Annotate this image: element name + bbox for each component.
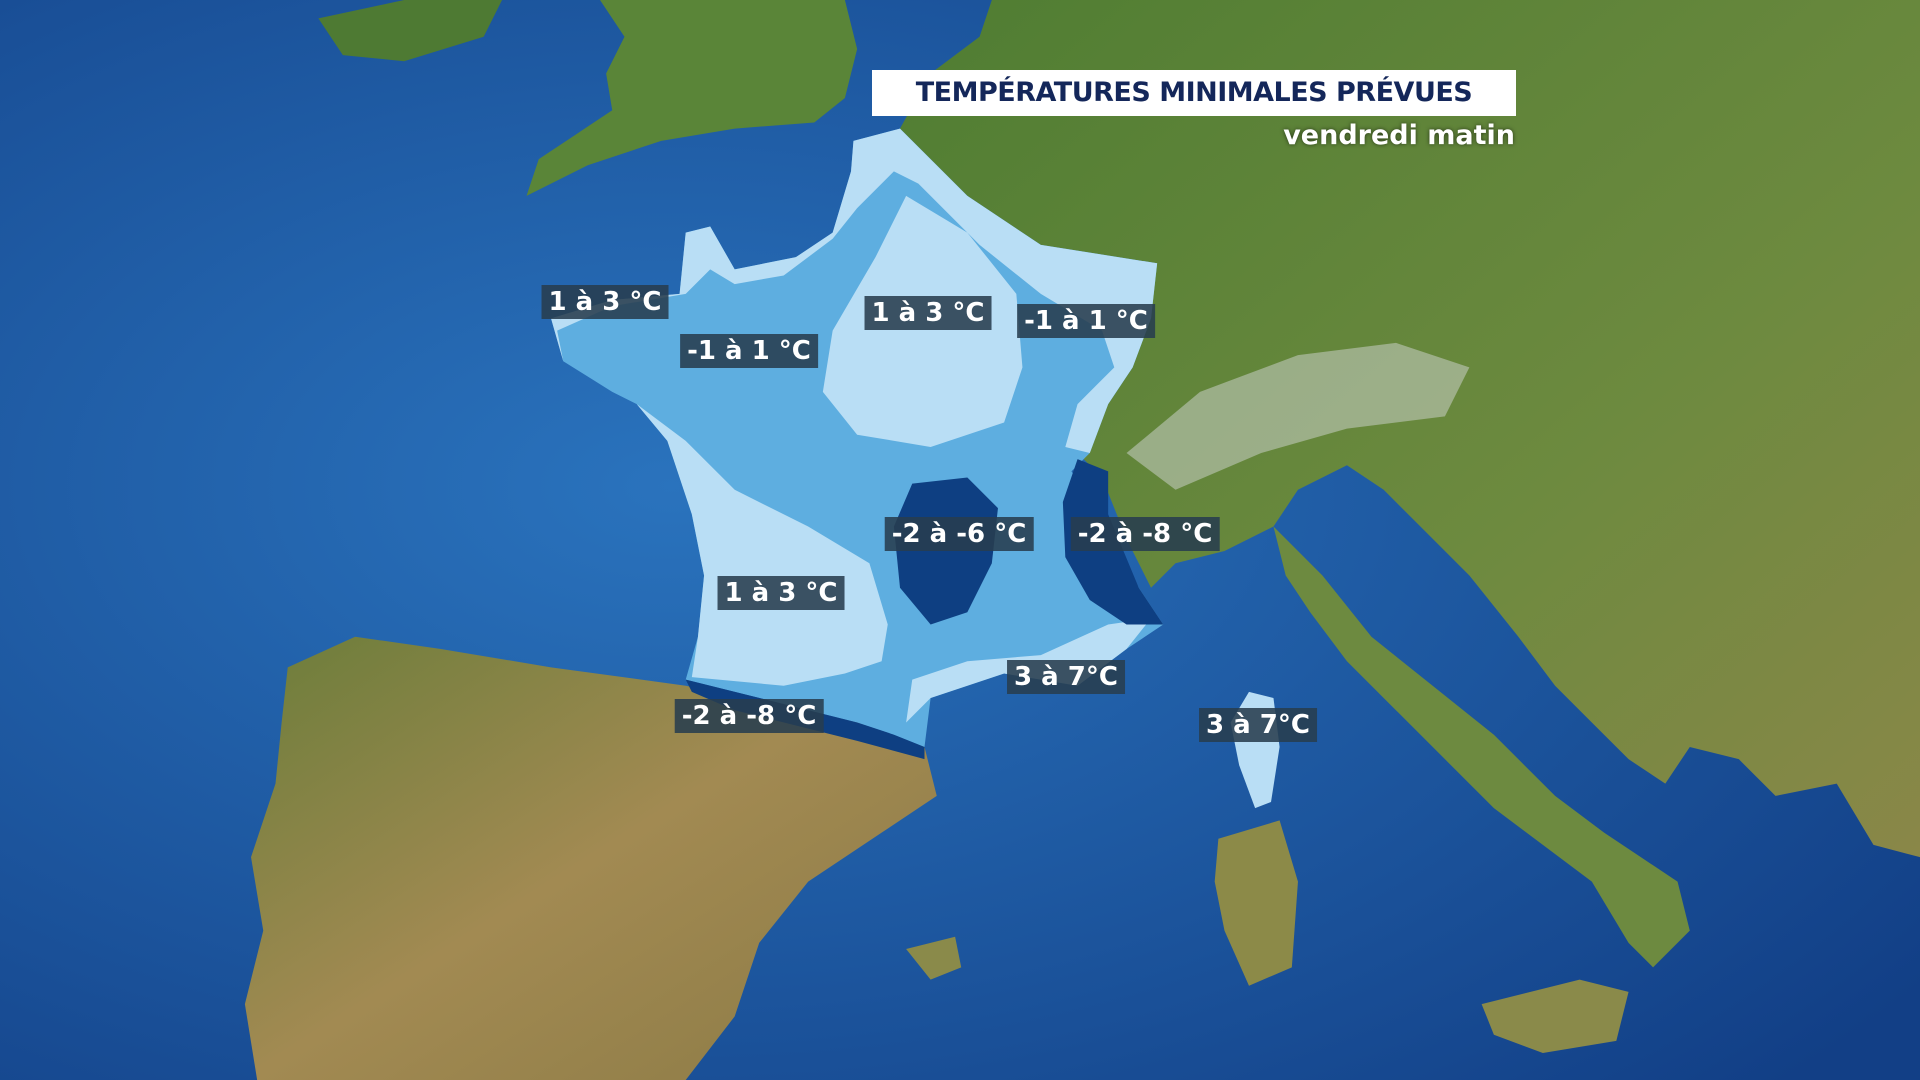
temperature-label: -2 à -6 °C <box>884 517 1034 551</box>
sardinia <box>1214 820 1298 986</box>
france-zone-light <box>551 128 1158 454</box>
temperature-label: -2 à -8 °C <box>674 699 824 733</box>
sicily <box>1481 979 1629 1054</box>
temperature-label: 1 à 3 °C <box>541 285 669 319</box>
map-title: TEMPÉRATURES MINIMALES PRÉVUES <box>872 70 1516 116</box>
france-zone-dark <box>893 477 998 625</box>
ireland <box>318 0 503 62</box>
iberia <box>244 636 937 1080</box>
temperature-label: -1 à 1 °C <box>680 334 818 368</box>
central-europe <box>900 0 1920 858</box>
temperature-label: 3 à 7°C <box>1199 708 1317 742</box>
italy <box>1273 526 1690 968</box>
map-subtitle: vendredi matin <box>1283 120 1515 151</box>
balearic <box>906 936 962 980</box>
temperature-label: -1 à 1 °C <box>1017 304 1155 338</box>
temperature-label: 3 à 7°C <box>1007 660 1125 694</box>
britain <box>526 0 858 196</box>
temperature-label: 1 à 3 °C <box>717 576 845 610</box>
temperature-label: 1 à 3 °C <box>864 296 992 330</box>
france-zone-light <box>636 404 888 686</box>
alps <box>1126 342 1470 490</box>
temperature-label: -2 à -8 °C <box>1070 517 1220 551</box>
